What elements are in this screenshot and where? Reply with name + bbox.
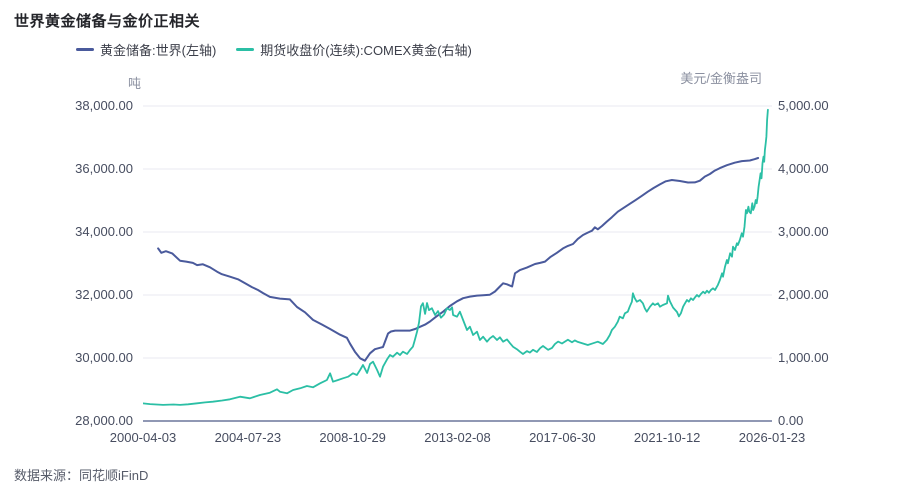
chart-title: 世界黄金储备与金价正相关 [14,13,201,30]
x-axis-tick: 2000-04-03 [109,430,177,445]
right-axis-tick: 2,000.00 [778,287,829,302]
right-axis-tick: 0.00 [778,413,804,428]
right-axis-tick: 4,000.00 [778,161,829,176]
left-axis-tick: 34,000.00 [75,224,133,239]
line-sample-icon [76,48,94,51]
x-axis-tick: 2017-06-30 [529,430,596,445]
gold-reserves-line [157,157,760,362]
comex-gold-price-line [143,108,769,406]
legend-item-gold-reserves[interactable]: 黄金储备:世界(左轴) [76,40,216,59]
left-axis-tick: 36,000.00 [75,161,133,176]
plot-area[interactable] [143,100,780,432]
legend-label: 黄金储备:世界(左轴) [100,43,217,58]
left-axis-unit: 吨 [127,76,141,91]
data-source: 数据来源：同花顺iFinD [14,468,149,483]
left-axis-tick: 28,000.00 [75,413,133,428]
left-axis-tick: 38,000.00 [75,98,133,113]
left-axis-tick: 30,000.00 [75,350,133,365]
legend-item-comex-gold[interactable]: 期货收盘价(连续):COMEX黄金(右轴) [236,40,472,59]
right-axis-tick: 1,000.00 [778,350,829,365]
left-axis-tick: 32,000.00 [75,287,133,302]
right-axis-unit: 美元/金衡盎司 [680,71,762,86]
x-axis-tick: 2026-01-23 [738,430,806,445]
right-axis-tick: 3,000.00 [778,224,829,239]
legend-label: 期货收盘价(连续):COMEX黄金(右轴) [260,43,472,58]
legend: 黄金储备:世界(左轴) 期货收盘价(连续):COMEX黄金(右轴) [76,40,472,59]
x-axis-tick: 2008-10-29 [319,430,386,445]
right-axis-tick: 5,000.00 [778,98,829,113]
x-axis-tick: 2004-07-23 [214,430,282,445]
x-axis-tick: 2013-02-08 [424,430,491,445]
x-axis-tick: 2021-10-12 [633,430,701,445]
line-sample-icon [236,48,255,51]
